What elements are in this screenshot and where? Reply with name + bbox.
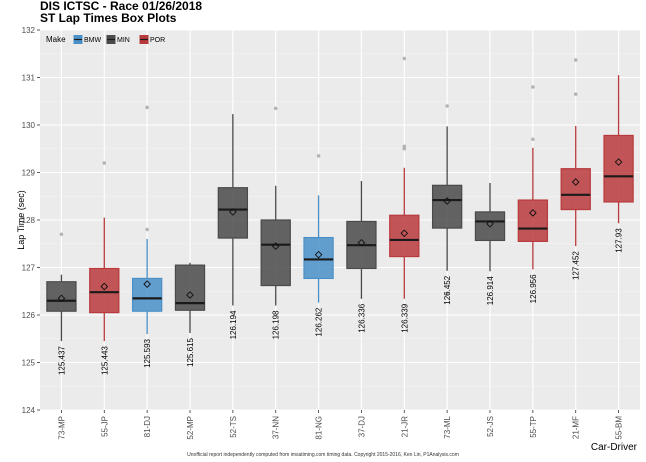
mean-marker (271, 242, 280, 250)
x-tick-label: 55-TP (529, 416, 538, 438)
min-lap-label: 125.615 (186, 338, 195, 367)
y-tick-label: 126 (22, 311, 36, 320)
min-lap-label: 126.194 (229, 310, 238, 339)
outlier-point (316, 154, 321, 158)
x-tick-label: 37-NN (272, 416, 281, 439)
min-lap-label: 126.336 (357, 303, 366, 332)
x-tick-label: 73-MP (57, 416, 66, 440)
x-tick-label: 55-BM (615, 416, 624, 440)
mean-marker (486, 219, 494, 228)
min-lap-label: 125.443 (100, 346, 109, 375)
outlier-point (531, 85, 535, 89)
box-52-TS (217, 187, 249, 239)
outlier-point (59, 232, 64, 237)
box-55-TP (517, 199, 549, 242)
x-tick-label: 21-JR (400, 416, 409, 438)
min-lap-label: 126.198 (272, 310, 281, 339)
y-tick-label: 131 (22, 74, 36, 83)
box-37-NN (260, 219, 291, 287)
legend-label-por: POR (150, 37, 165, 44)
legend-label-bmw: BMW (84, 37, 102, 44)
outlier-point (145, 227, 149, 232)
outlier-point (273, 106, 278, 111)
y-tick-label: 128 (22, 216, 36, 225)
mean-marker (314, 250, 323, 259)
outlier-point (445, 104, 449, 108)
outlier-point (573, 92, 578, 96)
outlier-point (573, 58, 578, 62)
outlier-point (102, 161, 107, 165)
min-lap-label: 126.339 (400, 303, 409, 332)
box-21-MF (560, 168, 591, 211)
box-55-BM (603, 134, 634, 203)
outlier-point (402, 144, 407, 149)
y-tick-label: 124 (22, 406, 36, 415)
x-tick-label: 52-MP (186, 416, 195, 440)
mean-marker (100, 282, 109, 291)
mean-marker (229, 208, 237, 216)
box-73-ML (431, 184, 463, 229)
y-axis-title: Lap Time (sec) (16, 190, 26, 250)
mean-marker (614, 158, 623, 166)
box-55-JP (89, 267, 120, 314)
mean-marker (529, 209, 537, 217)
y-tick-label: 130 (22, 121, 36, 130)
x-tick-label: 81-NG (315, 416, 324, 440)
min-lap-label: 127.93 (615, 228, 624, 253)
min-lap-label: 127.452 (572, 251, 581, 280)
legend-label-min: MIN (117, 37, 130, 44)
chart-subtitle: ST Lap Times Box Plots (40, 11, 177, 25)
x-tick-label: 73-ML (443, 415, 452, 438)
min-lap-label: 126.262 (315, 307, 324, 336)
x-tick-label: 37-DJ (357, 416, 366, 437)
chart-title: DIS ICTSC - Race 01/26/2018 (40, 0, 203, 13)
min-lap-label: 126.452 (443, 275, 452, 304)
outlier-point (531, 137, 535, 142)
box-52-JS (474, 211, 506, 242)
y-tick-label: 125 (22, 359, 36, 368)
footnote: Unofficial report independently computed… (187, 452, 459, 458)
mean-marker (443, 197, 451, 205)
box-81-DJ (131, 277, 163, 312)
outlier-point (402, 56, 407, 61)
y-tick-label: 129 (22, 169, 36, 178)
y-tick-label: 132 (22, 26, 36, 35)
min-lap-label: 126.914 (486, 276, 495, 305)
mean-marker (400, 229, 409, 238)
mean-marker (57, 294, 66, 303)
x-tick-label: 52-TS (229, 416, 238, 438)
x-tick-label: 55-JP (100, 416, 109, 437)
x-tick-label: 81-DJ (143, 416, 152, 437)
min-lap-label: 125.437 (57, 346, 66, 375)
legend-title: Make (46, 35, 66, 44)
outlier-point (145, 105, 149, 110)
outlier-point (445, 291, 449, 296)
box-73-MP (46, 281, 77, 312)
mean-marker (571, 178, 580, 186)
x-tick-label: 52-JS (486, 416, 495, 437)
x-axis-title: Car-Driver (591, 442, 638, 453)
mean-marker (186, 291, 194, 299)
mean-marker (143, 280, 151, 288)
y-tick-label: 127 (22, 264, 36, 273)
x-tick-label: 21-MF (572, 416, 581, 439)
mean-marker (357, 238, 366, 247)
min-lap-label: 125.593 (143, 338, 152, 367)
min-lap-label: 126.956 (529, 274, 538, 303)
